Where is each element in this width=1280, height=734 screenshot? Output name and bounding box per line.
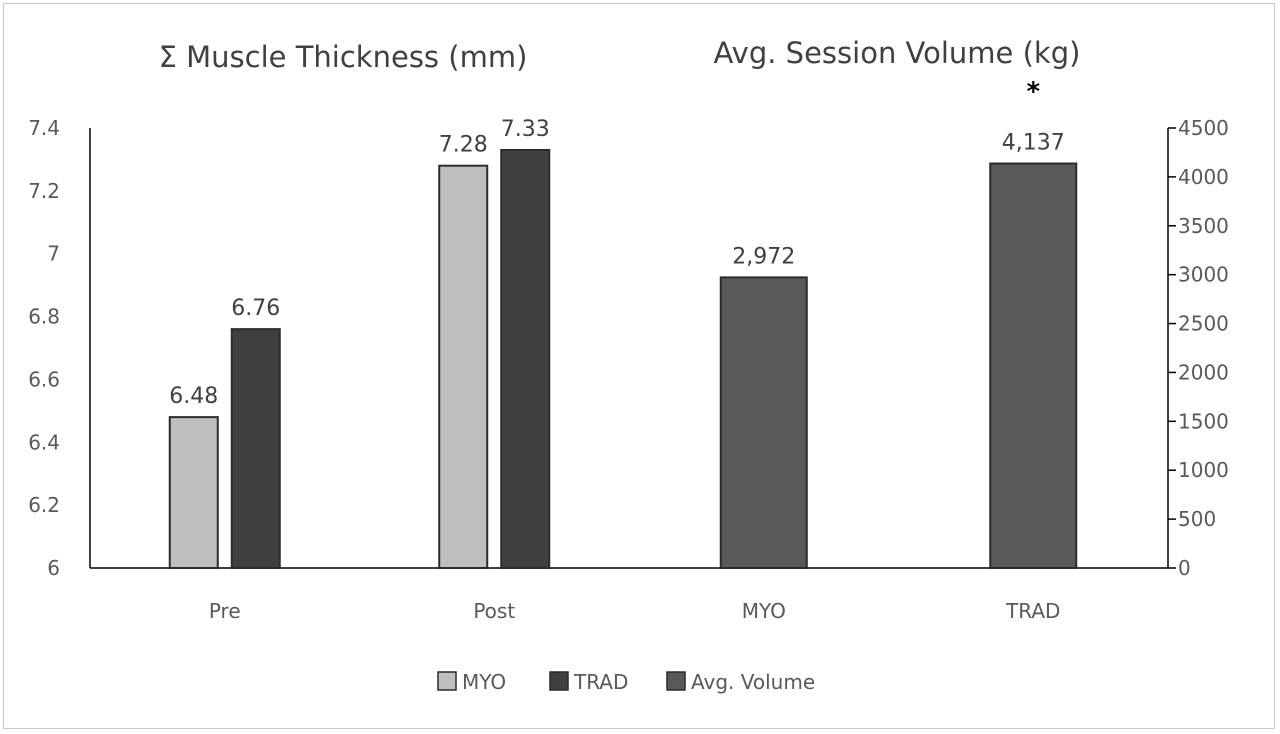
right-axis-tick-label: 1000 [1178,458,1229,482]
left-axis-tick-label: 6.8 [28,305,60,329]
right-axis-tick-label: 2500 [1178,312,1229,336]
left-axis-tick-label: 6.6 [28,367,60,391]
data-label: 7.28 [439,133,488,158]
right-axis-tick-label: 1500 [1178,409,1229,433]
category-label: TRAD [1005,599,1060,623]
left-axis-tick-label: 6.4 [28,430,60,454]
data-label: 4,137 [1002,130,1065,155]
left-axis-tick-label: 7.4 [28,116,60,140]
right-axis-tick-label: 3500 [1178,214,1229,238]
category-label: Post [473,599,515,623]
bar-trad-post [500,149,551,569]
chart-title-right: Avg. Session Volume (kg) [714,36,1081,70]
right-axis-tick-label: 4500 [1178,116,1229,140]
legend-label: TRAD [573,670,628,694]
legend-label: Avg. Volume [691,670,815,694]
left-axis-tick-label: 6 [47,556,60,580]
chart-title-left: Σ Muscle Thickness (mm) [159,40,528,74]
legend-swatch [666,671,686,691]
legend-label: MYO [462,670,506,694]
bar-myo-post [438,164,489,569]
data-label: 2,972 [732,244,795,269]
right-axis-tick-label: 4000 [1178,165,1229,189]
data-label: 6.76 [231,296,280,321]
category-label: MYO [742,599,786,623]
bar-trad-pre [230,328,281,569]
bar-myo-pre [168,416,219,569]
right-axis-tick-label: 2000 [1178,360,1229,384]
left-axis-tick-label: 7 [47,242,60,266]
left-axis-tick-label: 6.2 [28,493,60,517]
bar-avg-volume-trad [989,162,1078,569]
legend-swatch [437,671,457,691]
data-label: 7.33 [501,117,550,142]
right-axis-tick-label: 3000 [1178,263,1229,287]
data-label: 6.48 [169,384,218,409]
significance-marker: * [1026,77,1040,107]
right-axis-tick-label: 500 [1178,507,1216,531]
right-axis-tick-label: 0 [1178,556,1191,580]
bar-avg-volume-myo [719,276,808,569]
legend-swatch [549,671,569,691]
category-label: Pre [209,599,241,623]
left-axis-tick-label: 7.2 [28,179,60,203]
